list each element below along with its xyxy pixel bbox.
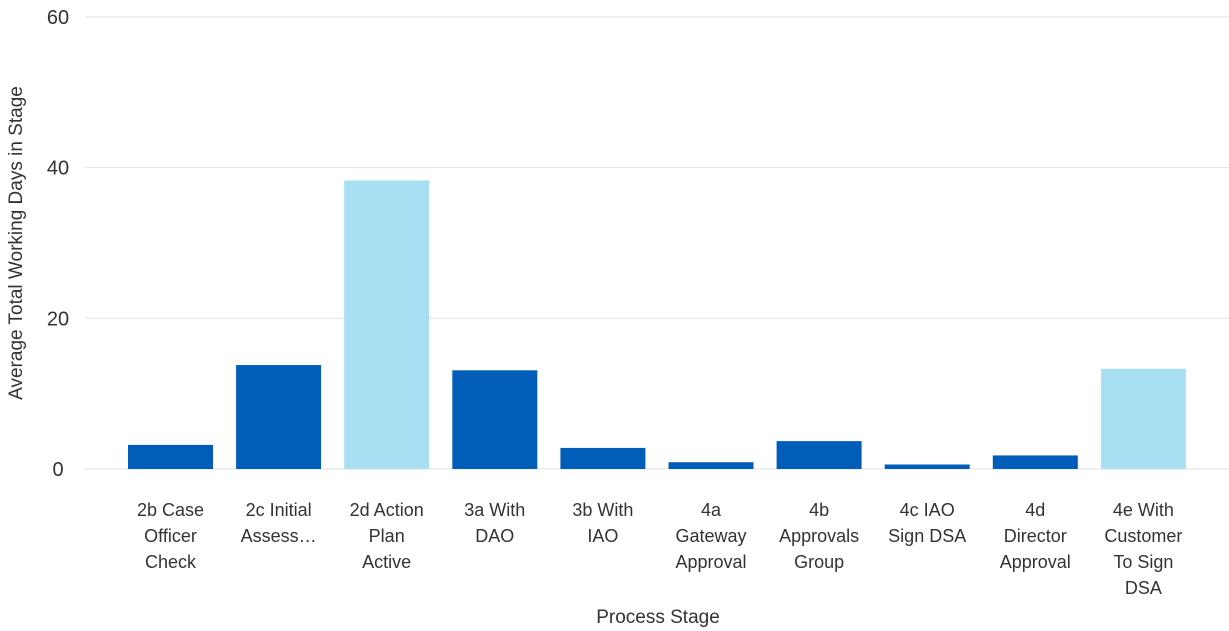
x-tick-label: 2c Initial Assess… xyxy=(241,500,317,546)
y-axis-ticks: 0 20 40 60 xyxy=(47,7,69,481)
bar xyxy=(128,444,213,469)
x-tick-label-line: IAO xyxy=(587,526,618,546)
x-tick-label-line: Active xyxy=(362,552,411,572)
x-tick-label-line: Director xyxy=(1004,526,1067,546)
x-tick-label-line: DAO xyxy=(475,526,514,546)
x-tick-label-line: Group xyxy=(794,552,844,572)
x-tick-label-line: Assess… xyxy=(241,526,317,546)
y-tick-label: 0 xyxy=(52,459,63,481)
x-tick-label: 2d Action Plan Active xyxy=(350,500,424,572)
x-tick-label: 4b Approvals Group xyxy=(779,500,859,572)
x-tick-label-line: Gateway xyxy=(675,526,746,546)
x-tick-label-line: 2c Initial xyxy=(246,500,312,520)
x-tick-label-line: DSA xyxy=(1125,578,1162,598)
x-tick-label: 3b With IAO xyxy=(572,500,633,546)
x-tick-label-line: 4d xyxy=(1025,500,1045,520)
x-tick-label-line: Approvals xyxy=(779,526,859,546)
x-tick-label: 4d Director Approval xyxy=(1000,500,1071,572)
x-tick-label-line: 4a xyxy=(701,500,722,520)
bar xyxy=(236,365,322,469)
x-tick-label: 4e With Customer To Sign DSA xyxy=(1104,500,1182,598)
x-tick-label-line: Approval xyxy=(675,552,746,572)
x-tick-label-line: Plan xyxy=(369,526,405,546)
bar xyxy=(776,441,862,469)
y-tick-label: 20 xyxy=(47,308,69,330)
bar xyxy=(452,370,538,469)
x-tick-label-line: 4b xyxy=(809,500,829,520)
x-tick-label-line: 2d Action xyxy=(350,500,424,520)
x-tick-label-line: 3b With xyxy=(572,500,633,520)
bar xyxy=(884,464,970,469)
x-tick-label-line: 2b Case xyxy=(137,500,204,520)
y-axis-title: Average Total Working Days in Stage xyxy=(6,86,27,400)
bar xyxy=(560,447,646,469)
bar xyxy=(1100,368,1186,469)
x-axis-labels: 2b Case Officer Check 2c Initial Assess… 2d A… xyxy=(137,500,1182,598)
x-tick-label-line: Check xyxy=(145,552,197,572)
x-tick-label-line: 4e With xyxy=(1113,500,1174,520)
y-tick-label: 60 xyxy=(47,7,69,29)
bar xyxy=(992,455,1078,469)
x-tick-label-line: 4c IAO xyxy=(900,500,955,520)
y-tick-label: 40 xyxy=(47,158,69,180)
x-tick-label-line: Customer xyxy=(1104,526,1182,546)
x-tick-label-line: Approval xyxy=(1000,552,1071,572)
x-axis-title: Process Stage xyxy=(596,607,720,628)
x-tick-label: 2b Case Officer Check xyxy=(137,500,204,572)
x-tick-label-line: 3a With xyxy=(464,500,525,520)
bars xyxy=(128,180,1186,469)
x-tick-label: 3a With DAO xyxy=(464,500,525,546)
x-tick-label: 4c IAO Sign DSA xyxy=(888,500,966,546)
bar xyxy=(344,180,430,469)
x-tick-label-line: Sign DSA xyxy=(888,526,966,546)
bar xyxy=(668,462,754,469)
x-tick-label: 4a Gateway Approval xyxy=(675,500,746,572)
x-tick-label-line: To Sign xyxy=(1113,552,1173,572)
x-tick-label-line: Officer xyxy=(144,526,197,546)
